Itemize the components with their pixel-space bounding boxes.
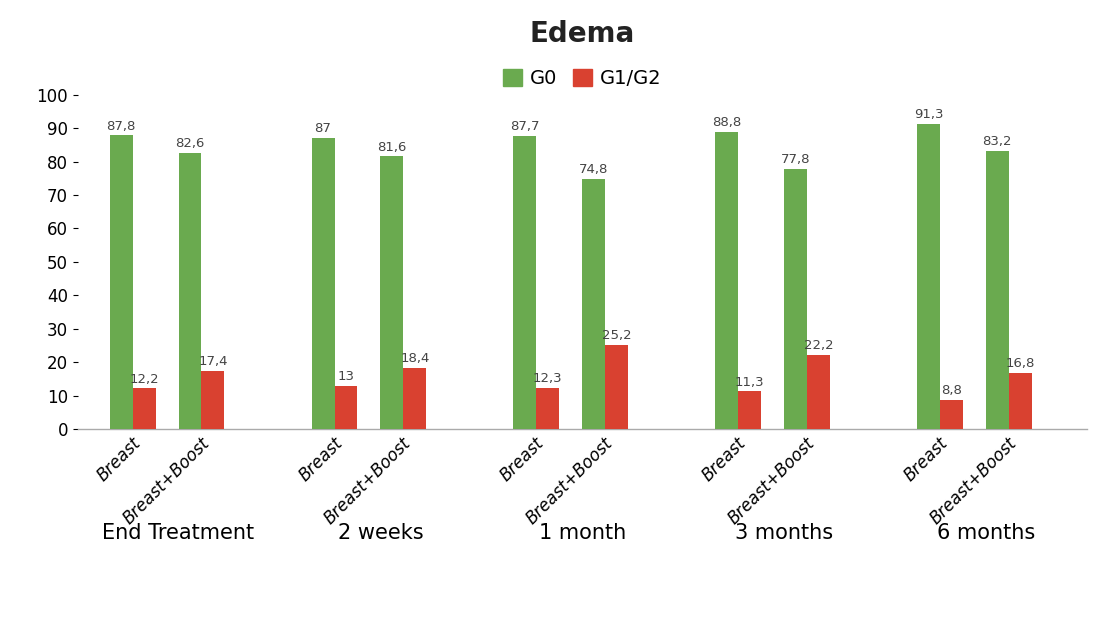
Text: 2 weeks: 2 weeks	[337, 522, 424, 543]
Bar	[739, 391, 761, 429]
Bar	[110, 136, 133, 429]
Bar	[179, 153, 202, 429]
Bar	[380, 156, 404, 429]
Text: 77,8: 77,8	[781, 153, 811, 166]
Title: Edema: Edema	[530, 20, 634, 48]
Text: 18,4: 18,4	[400, 352, 429, 365]
Text: 16,8: 16,8	[1006, 357, 1035, 370]
Bar	[133, 388, 155, 429]
Text: 25,2: 25,2	[602, 329, 631, 342]
Text: 83,2: 83,2	[983, 135, 1013, 148]
Bar	[986, 151, 1009, 429]
Legend: G0, G1/G2: G0, G1/G2	[495, 61, 670, 96]
Bar	[807, 355, 830, 429]
Text: 87,8: 87,8	[106, 120, 136, 133]
Bar	[715, 132, 739, 429]
Text: 8,8: 8,8	[942, 384, 962, 397]
Bar	[606, 345, 628, 429]
Text: 17,4: 17,4	[199, 355, 227, 369]
Text: 11,3: 11,3	[735, 375, 764, 389]
Bar	[513, 136, 537, 429]
Text: 12,2: 12,2	[130, 372, 159, 386]
Bar	[582, 179, 606, 429]
Bar	[1009, 373, 1031, 429]
Bar	[335, 386, 357, 429]
Text: 3 months: 3 months	[735, 522, 833, 543]
Bar	[784, 169, 807, 429]
Bar	[940, 399, 963, 429]
Text: 91,3: 91,3	[914, 108, 944, 121]
Text: 81,6: 81,6	[377, 141, 407, 153]
Text: 13: 13	[337, 370, 355, 383]
Text: 6 months: 6 months	[937, 522, 1035, 543]
Text: 87: 87	[315, 122, 332, 136]
Text: 1 month: 1 month	[539, 522, 625, 543]
Bar	[917, 124, 940, 429]
Text: 12,3: 12,3	[533, 372, 562, 386]
Text: End Treatment: End Treatment	[102, 522, 255, 543]
Bar	[202, 371, 224, 429]
Text: 88,8: 88,8	[712, 117, 741, 129]
Bar	[404, 367, 426, 429]
Bar	[537, 388, 559, 429]
Text: 82,6: 82,6	[175, 137, 205, 150]
Text: 74,8: 74,8	[579, 163, 609, 176]
Text: 87,7: 87,7	[510, 120, 540, 133]
Bar	[312, 138, 335, 429]
Text: 22,2: 22,2	[804, 339, 833, 352]
